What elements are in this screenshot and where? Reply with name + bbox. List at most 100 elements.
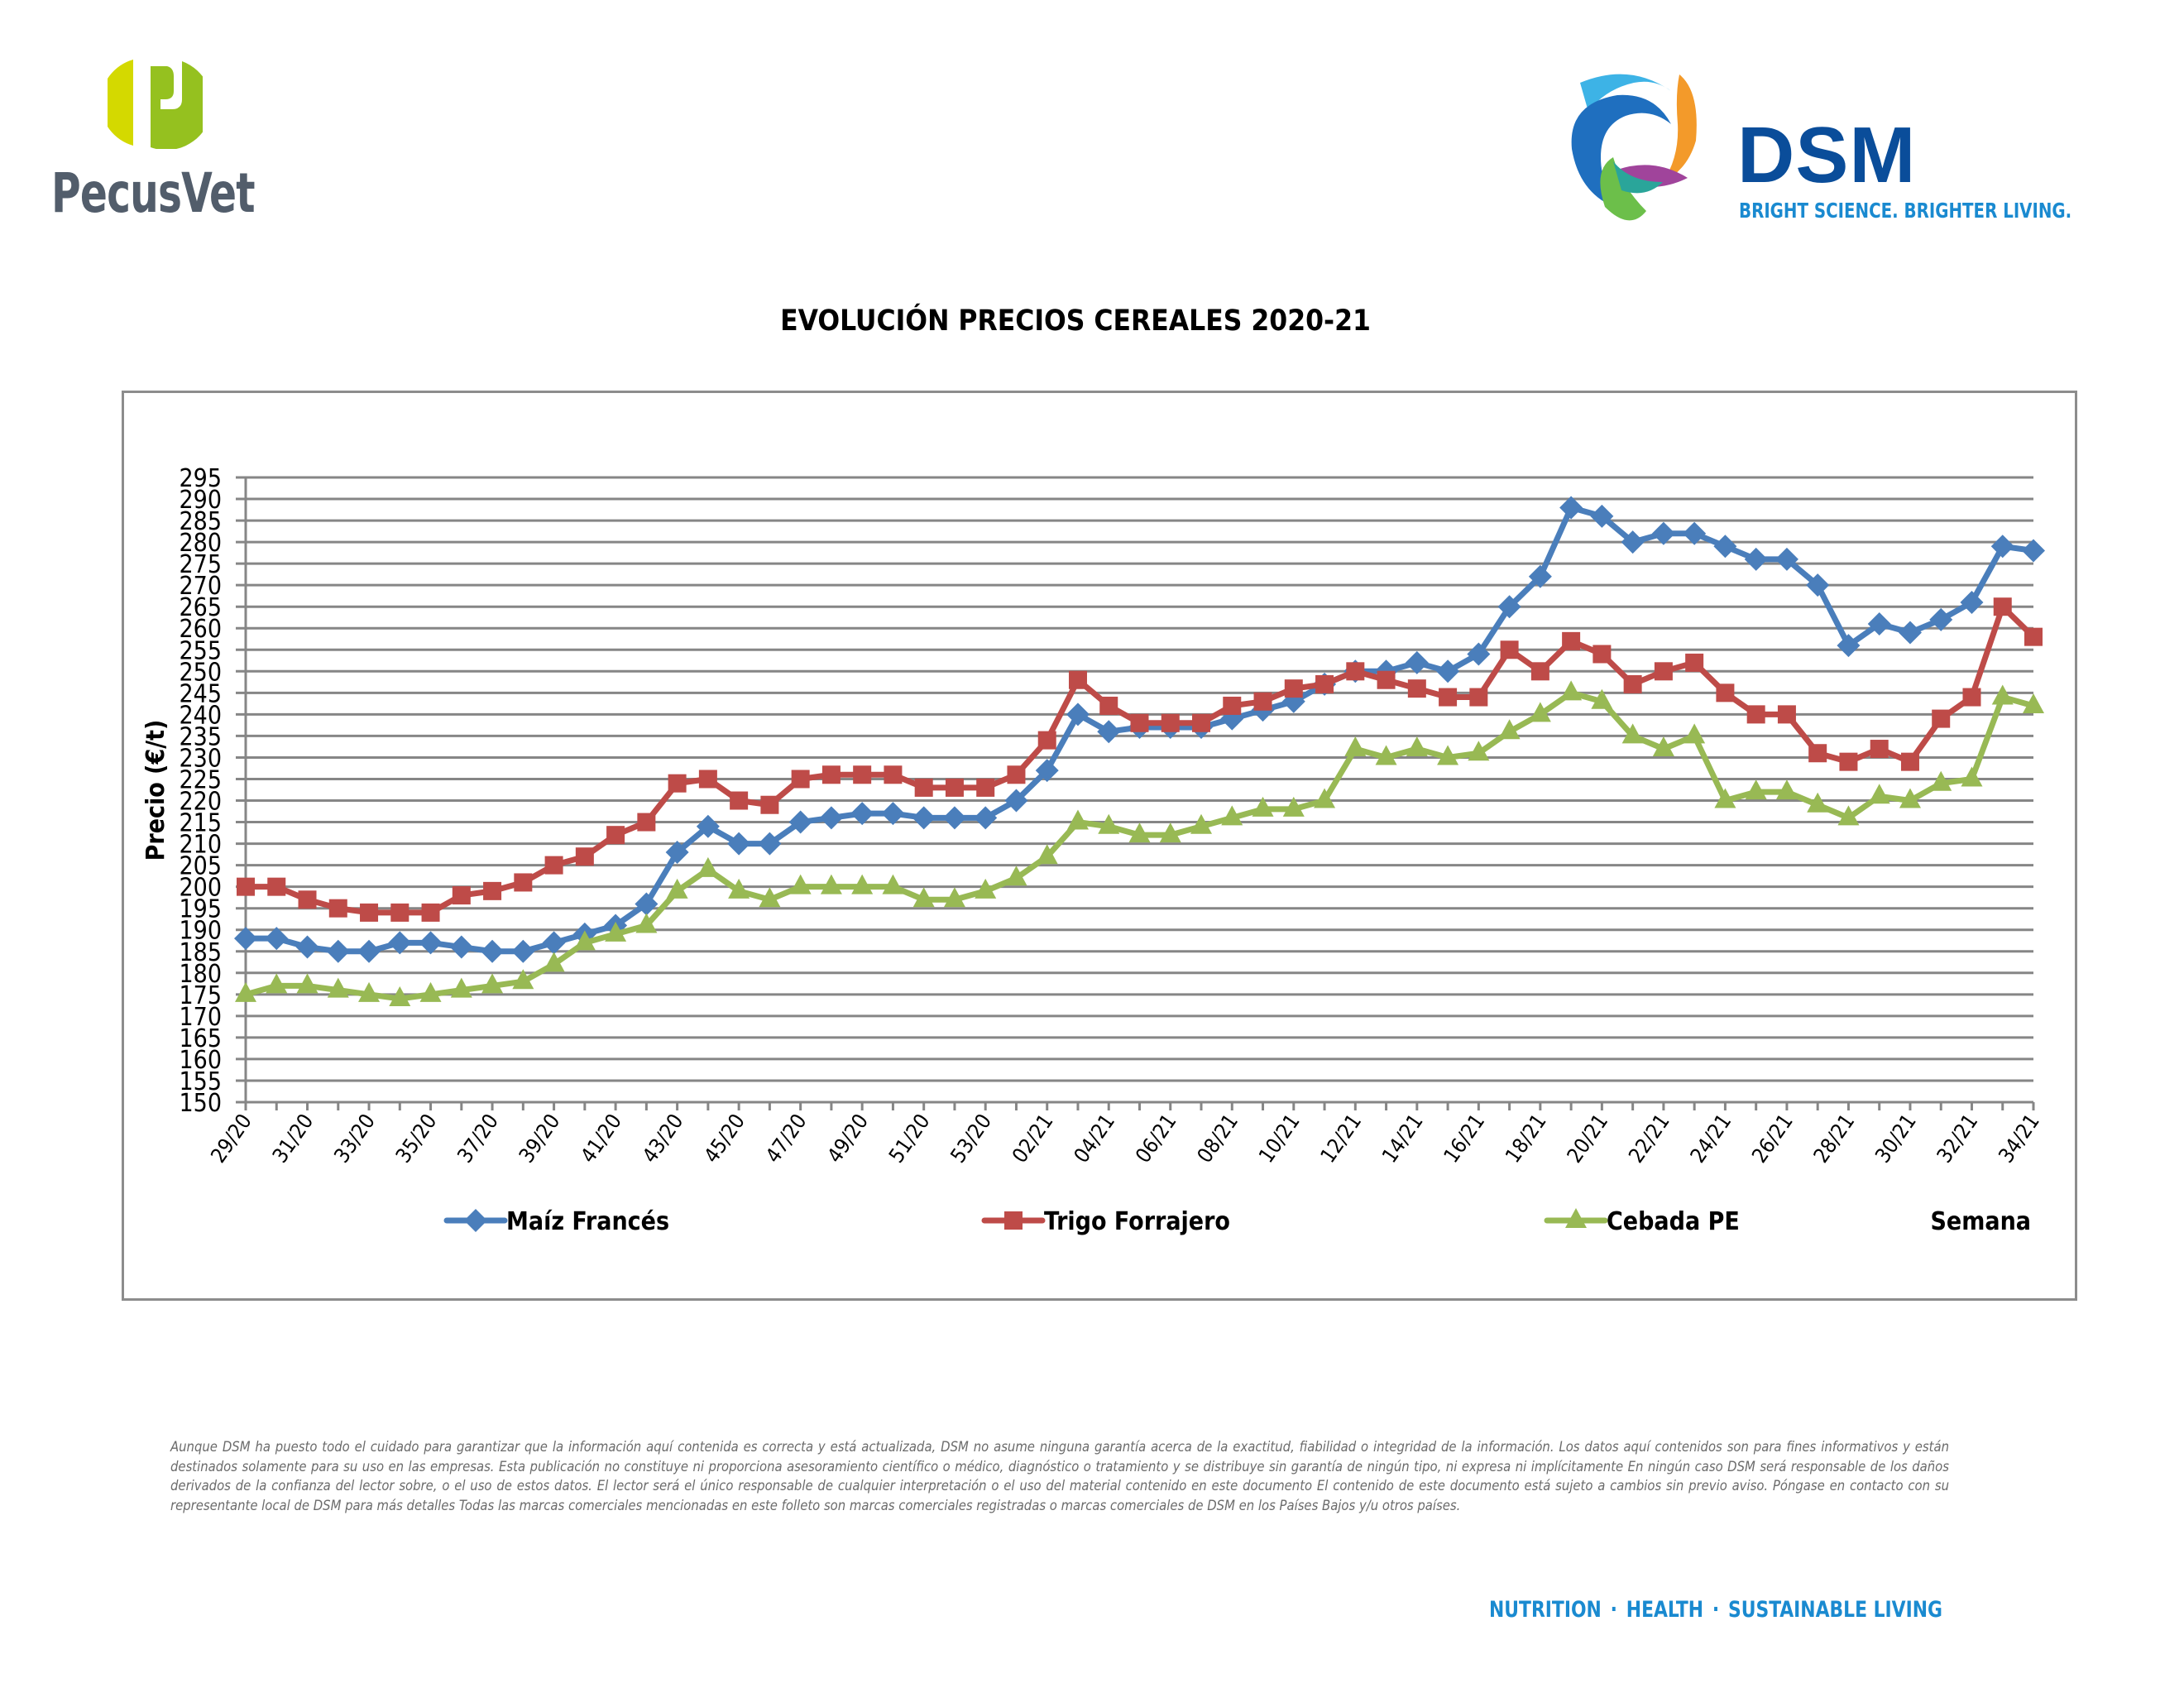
data-point-triangle <box>1591 688 1613 709</box>
y-axis-label: Precio (€/t) <box>141 720 170 861</box>
legend-item: Trigo Forrajero <box>981 1207 1230 1236</box>
y-tick-label: 195 <box>179 895 222 924</box>
data-point-diamond <box>1528 564 1552 588</box>
data-point-diamond <box>1621 530 1645 554</box>
data-point-triangle <box>358 981 381 1002</box>
disclaimer-text: Aunque DSM ha puesto todo el cuidado par… <box>170 1439 1949 1513</box>
data-point-diamond <box>1713 535 1737 559</box>
data-point-square <box>760 795 779 814</box>
legend: Maíz Francés Trigo Forrajero Cebada PE Sema… <box>443 1207 2031 1236</box>
data-point-triangle <box>1375 745 1397 765</box>
data-point-square <box>1407 679 1426 698</box>
footer-tagline: NUTRITION · HEALTH · SUSTAINABLE LIVING <box>1489 1597 1942 1623</box>
data-point-triangle <box>327 977 349 998</box>
x-tick-label: 30/21 <box>1870 1110 1921 1168</box>
data-point-diamond <box>295 935 319 959</box>
data-point-diamond <box>1467 642 1491 666</box>
data-point-triangle <box>512 969 534 990</box>
data-point-triangle <box>1344 736 1367 757</box>
data-point-square <box>1284 679 1303 698</box>
data-point-square <box>2024 627 2043 646</box>
data-point-square <box>1007 765 1026 784</box>
series-cebada-pe <box>235 680 2044 1007</box>
legend-item: Maíz Francés <box>443 1207 669 1236</box>
data-point-diamond <box>1806 573 1830 597</box>
data-point-square <box>1962 688 1981 707</box>
x-tick-label: 32/21 <box>1932 1110 1982 1168</box>
dsm-tagline: BRIGHT SCIENCE. BRIGHTER LIVING. <box>1739 199 2072 223</box>
data-point-triangle <box>1498 719 1521 740</box>
data-point-square <box>421 903 440 922</box>
data-point-square <box>1839 752 1858 771</box>
y-tick-label: 190 <box>179 917 222 946</box>
data-point-square <box>1469 688 1488 707</box>
data-point-diamond <box>1898 621 1922 645</box>
data-point-triangle <box>912 887 935 908</box>
data-point-square <box>945 778 964 797</box>
y-tick-label: 230 <box>179 744 222 773</box>
data-point-square <box>1500 640 1519 659</box>
legend-label: Maíz Francés <box>506 1207 669 1236</box>
data-point-square <box>698 770 717 789</box>
data-point-square <box>821 765 841 784</box>
data-point-diamond <box>819 806 843 830</box>
diamond-marker-icon <box>464 1209 487 1232</box>
data-point-square <box>1716 683 1735 703</box>
data-point-square <box>730 791 749 810</box>
y-axis-ticks: 1501551601651701751801851901952002052102… <box>179 464 222 1118</box>
data-point-square <box>1068 670 1087 689</box>
data-point-triangle <box>1406 736 1428 757</box>
x-tick-label: 10/21 <box>1254 1110 1305 1168</box>
data-point-diamond <box>912 806 936 830</box>
pecusvet-logo: PecusVet <box>50 54 265 236</box>
data-point-triangle <box>1468 741 1490 761</box>
data-point-triangle <box>1745 779 1767 800</box>
data-point-square <box>298 890 317 909</box>
x-tick-label: 22/21 <box>1624 1110 1674 1168</box>
data-point-diamond <box>357 939 381 963</box>
footer-item-sustainable-living: SUSTAINABLE LIVING <box>1727 1597 1942 1623</box>
data-point-diamond <box>1744 547 1768 571</box>
data-point-diamond <box>419 931 443 955</box>
data-point-triangle <box>296 973 318 994</box>
data-point-diamond <box>665 841 689 864</box>
data-point-triangle <box>1807 792 1829 813</box>
data-point-triangle <box>605 921 627 942</box>
dsm-logo: DSM BRIGHT SCIENCE. BRIGHTER LIVING. <box>1555 66 2118 240</box>
data-point-triangle <box>1282 796 1305 817</box>
x-tick-label: 04/21 <box>1069 1110 1119 1168</box>
legend-label: Trigo Forrajero <box>1044 1207 1230 1236</box>
data-point-diamond <box>1837 634 1861 658</box>
data-point-diamond <box>511 939 535 963</box>
data-point-square <box>1562 631 1581 650</box>
y-tick-label: 155 <box>179 1067 222 1096</box>
data-point-triangle <box>759 887 781 908</box>
data-point-diamond <box>1867 612 1891 636</box>
data-point-square <box>1993 597 2012 616</box>
data-point-square <box>1439 688 1458 707</box>
data-point-diamond <box>881 802 905 826</box>
x-tick-label: 53/20 <box>946 1110 996 1168</box>
series-line <box>246 603 2036 916</box>
data-point-square <box>1623 674 1642 693</box>
data-point-diamond <box>326 939 350 963</box>
data-point-triangle <box>1775 779 1798 800</box>
data-point-square <box>884 765 903 784</box>
x-axis-label: Semana <box>1930 1207 2031 1236</box>
data-point-triangle <box>543 952 565 972</box>
footer-separator: · <box>1610 1597 1617 1623</box>
square-marker-icon <box>1004 1211 1023 1230</box>
y-tick-label: 210 <box>179 831 222 860</box>
footer-item-health: HEALTH <box>1626 1597 1704 1623</box>
y-tick-label: 205 <box>179 852 222 881</box>
series-group <box>234 496 2045 1007</box>
data-point-triangle <box>1560 680 1583 701</box>
x-tick-label: 12/21 <box>1315 1110 1366 1168</box>
line-chart: 1501551601651701751801851901952002052102… <box>141 464 2045 1236</box>
data-point-square <box>976 778 995 797</box>
x-tick-label: 49/20 <box>822 1110 873 1168</box>
footer-separator: · <box>1712 1597 1720 1623</box>
x-tick-label: 33/20 <box>329 1110 380 1168</box>
data-point-triangle <box>1652 736 1674 757</box>
y-tick-label: 260 <box>179 615 222 644</box>
